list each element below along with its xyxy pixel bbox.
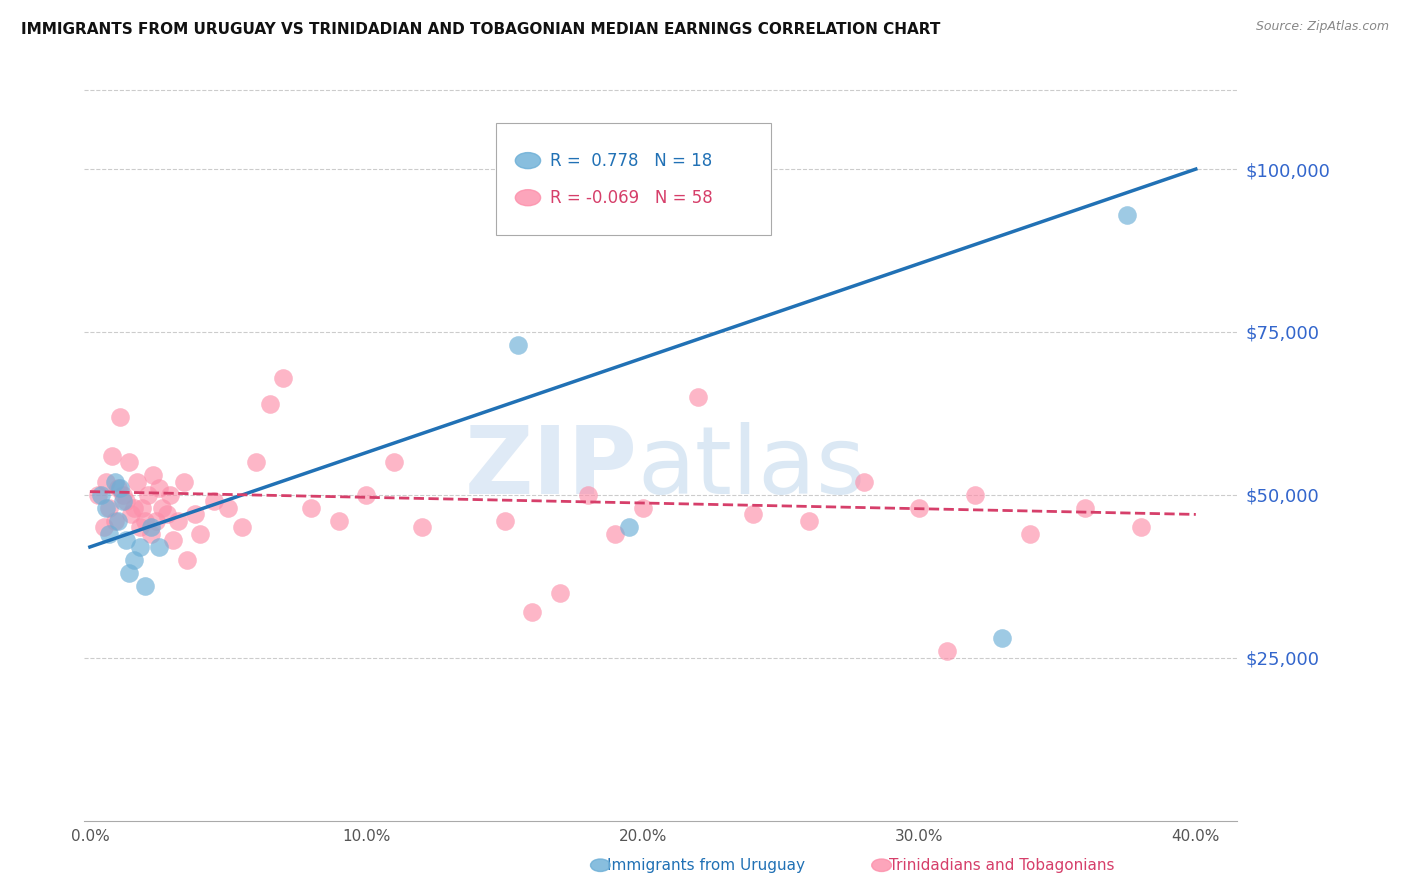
Point	[548, 585, 571, 599]
Point	[231, 520, 253, 534]
Point	[382, 455, 405, 469]
Point	[1019, 527, 1042, 541]
Point	[576, 488, 599, 502]
Point	[1129, 520, 1152, 534]
Point	[273, 370, 295, 384]
Point	[159, 488, 181, 502]
Point	[1115, 208, 1137, 222]
Point	[107, 514, 129, 528]
Point	[112, 494, 135, 508]
Point	[136, 488, 159, 502]
Text: ZIP: ZIP	[465, 423, 638, 515]
Point	[139, 527, 162, 541]
Point	[148, 481, 170, 495]
Point	[162, 533, 184, 548]
Point	[217, 500, 239, 515]
Point	[411, 520, 433, 534]
Point	[299, 500, 322, 515]
Text: Immigrants from Uruguay: Immigrants from Uruguay	[607, 858, 806, 872]
Point	[122, 553, 145, 567]
Text: atlas: atlas	[638, 423, 866, 515]
Point	[104, 514, 127, 528]
Point	[1074, 500, 1097, 515]
Point	[93, 520, 115, 534]
Point	[101, 449, 124, 463]
Point	[853, 475, 876, 489]
Point	[173, 475, 195, 489]
Point	[98, 527, 121, 541]
Point	[112, 488, 135, 502]
Point	[87, 488, 110, 502]
Point	[156, 508, 179, 522]
Point	[90, 488, 112, 502]
Text: Trinidadians and Tobagonians: Trinidadians and Tobagonians	[889, 858, 1114, 872]
Point	[98, 500, 121, 515]
Point	[117, 455, 139, 469]
Point	[190, 527, 212, 541]
Point	[114, 533, 136, 548]
Point	[991, 631, 1014, 645]
Point	[104, 475, 127, 489]
Point	[202, 494, 225, 508]
Point	[107, 481, 129, 495]
Point	[110, 409, 132, 424]
Point	[797, 514, 820, 528]
Point	[328, 514, 350, 528]
Point	[125, 475, 148, 489]
Point	[494, 514, 516, 528]
Point	[508, 338, 530, 352]
Point	[176, 553, 198, 567]
Point	[617, 520, 640, 534]
Point	[688, 390, 710, 404]
Point	[120, 508, 142, 522]
Point	[134, 514, 156, 528]
Point	[631, 500, 654, 515]
Point	[184, 508, 207, 522]
Point	[145, 514, 167, 528]
Point	[117, 566, 139, 580]
Point	[908, 500, 931, 515]
Point	[963, 488, 986, 502]
Point	[245, 455, 267, 469]
Point	[128, 540, 150, 554]
Point	[139, 520, 162, 534]
Point	[114, 494, 136, 508]
Point	[605, 527, 627, 541]
Point	[522, 605, 544, 619]
Point	[936, 644, 959, 658]
Point	[742, 508, 765, 522]
Point	[134, 579, 156, 593]
Point	[148, 540, 170, 554]
Text: IMMIGRANTS FROM URUGUAY VS TRINIDADIAN AND TOBAGONIAN MEDIAN EARNINGS CORRELATIO: IMMIGRANTS FROM URUGUAY VS TRINIDADIAN A…	[21, 22, 941, 37]
Point	[142, 468, 165, 483]
Point	[96, 500, 118, 515]
Point	[128, 520, 150, 534]
Point	[122, 500, 145, 515]
Point	[150, 500, 173, 515]
Point	[356, 488, 378, 502]
Point	[259, 397, 281, 411]
Point	[131, 500, 153, 515]
Text: Source: ZipAtlas.com: Source: ZipAtlas.com	[1256, 20, 1389, 33]
Point	[110, 481, 132, 495]
Text: R =  0.778   N = 18: R = 0.778 N = 18	[551, 152, 713, 169]
Text: R = -0.069   N = 58: R = -0.069 N = 58	[551, 189, 713, 207]
Point	[167, 514, 190, 528]
Point	[96, 475, 118, 489]
